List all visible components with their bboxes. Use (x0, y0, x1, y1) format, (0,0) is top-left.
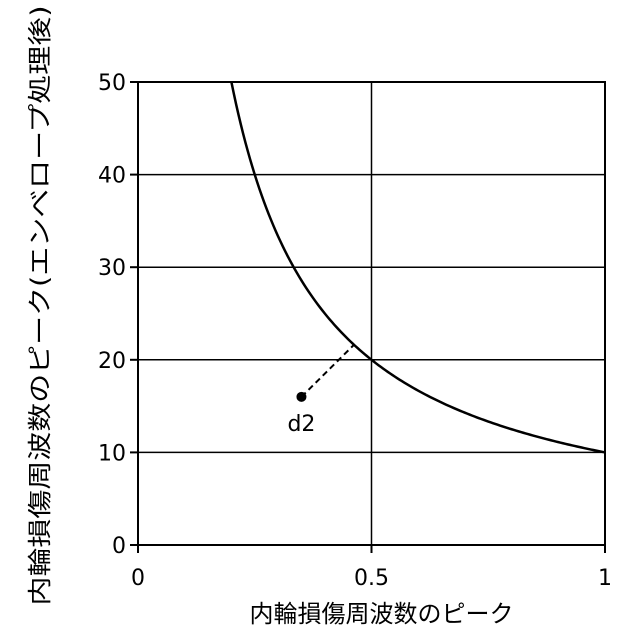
dashed-connector (301, 345, 353, 397)
y-tick-label: 30 (98, 256, 126, 281)
x-axis-title: 内輪損傷周波数のピーク (250, 600, 514, 628)
y-tick-label: 0 (112, 534, 126, 559)
annotation-point (296, 392, 306, 402)
annotation-label: d2 (287, 412, 315, 437)
x-tick-label: 1 (598, 566, 612, 591)
y-tick-label: 20 (98, 349, 126, 374)
x-tick-label: 0 (131, 566, 145, 591)
grid (138, 82, 605, 545)
ticks: 0 10 20 30 40 50 0 0.5 1 (98, 71, 612, 591)
annotation-layer: d2 (287, 345, 353, 437)
y-axis-title: 内輪損傷周波数のピーク(エンベロープ処理後) (26, 6, 54, 606)
x-tick-label: 0.5 (354, 566, 389, 591)
y-tick-label: 50 (98, 71, 126, 96)
y-tick-label: 10 (98, 441, 126, 466)
y-tick-label: 40 (98, 164, 126, 189)
